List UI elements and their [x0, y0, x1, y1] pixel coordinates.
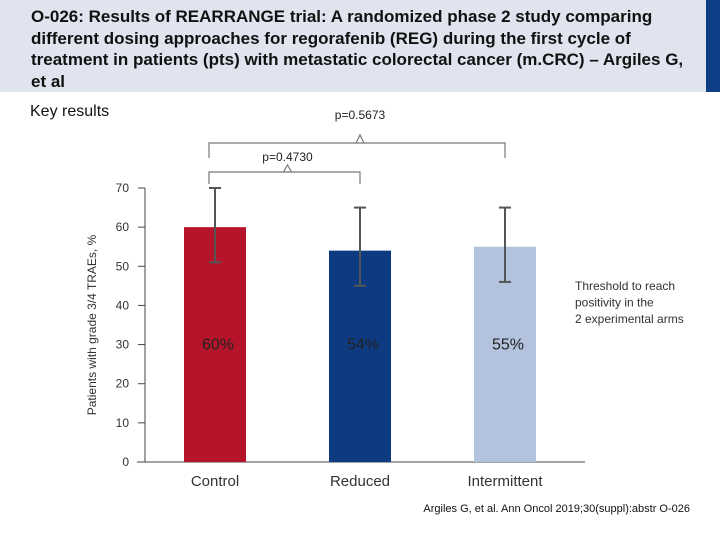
title-banner	[0, 0, 720, 92]
y-tick-label: 0	[122, 455, 129, 469]
threshold-note: Threshold to reach positivity in the 2 exp…	[575, 279, 684, 326]
data-label: 60%	[202, 337, 234, 354]
y-tick-label: 70	[116, 181, 130, 195]
bracket-notch	[355, 133, 365, 144]
category-label: Reduced	[330, 473, 390, 490]
bar-control	[184, 227, 246, 462]
category-label: Intermittent	[467, 473, 543, 490]
y-axis-label: Patients with grade 3/4 TRAEs, %	[85, 234, 99, 415]
bracket-control-reduced	[208, 171, 361, 184]
y-tick-label: 30	[116, 338, 130, 352]
data-label: 54%	[347, 337, 379, 354]
y-tick-label: 40	[116, 298, 130, 312]
citation: Argiles G, et al. Ann Oncol 2019;30(supp…	[423, 503, 690, 515]
threshold-note-line: positivity in the	[575, 296, 654, 310]
y-tick-label: 50	[116, 259, 130, 273]
bracket-control-intermittent	[208, 142, 506, 158]
category-label: Control	[191, 473, 239, 490]
data-label: 55%	[492, 337, 524, 354]
threshold-note-line: Threshold to reach	[575, 279, 675, 293]
p-value-label: p=0.5673	[335, 108, 386, 122]
p-value-label: p=0.4730	[262, 150, 313, 164]
slide-title: O-026: Results of REARRANGE trial: A ran…	[31, 7, 684, 91]
bracket-notch	[282, 163, 293, 173]
y-tick-label: 60	[116, 220, 130, 234]
title-banner-accent	[706, 0, 720, 92]
y-tick-label: 20	[116, 377, 130, 391]
section-heading: Key results	[30, 103, 110, 120]
threshold-note-line: 2 experimental arms	[575, 312, 684, 326]
y-tick-label: 10	[116, 416, 130, 430]
